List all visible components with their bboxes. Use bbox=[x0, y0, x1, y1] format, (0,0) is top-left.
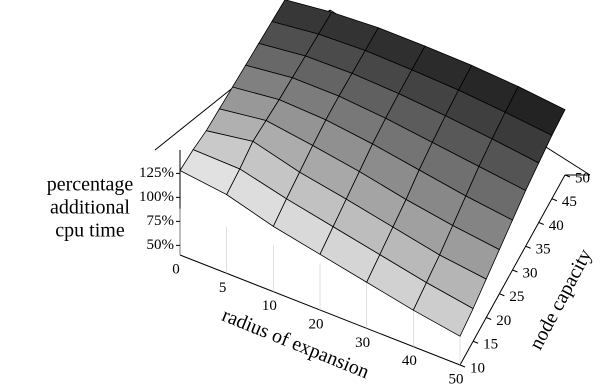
z-axis-title: additional bbox=[50, 197, 130, 219]
y-tick bbox=[538, 222, 544, 225]
x-tick-label: 0 bbox=[172, 261, 180, 277]
x-tick-label: 5 bbox=[219, 280, 227, 296]
y-tick-label: 35 bbox=[536, 242, 551, 258]
x-tick-label: 30 bbox=[355, 335, 370, 351]
z-tick-label: 100% bbox=[139, 189, 174, 205]
y-tick bbox=[459, 364, 466, 368]
surface-patch bbox=[412, 282, 474, 337]
z-tick-label: 125% bbox=[139, 165, 174, 181]
y-tick-label: 15 bbox=[483, 337, 498, 353]
x-axis-title: radius of expansion bbox=[219, 304, 372, 383]
x-tick-label: 50 bbox=[449, 371, 464, 387]
y-tick-label: 40 bbox=[549, 218, 564, 234]
y-tick-label: 10 bbox=[470, 360, 485, 376]
y-tick bbox=[512, 269, 518, 273]
y-tick bbox=[551, 198, 558, 202]
y-tick bbox=[499, 293, 505, 297]
y-tick bbox=[486, 317, 492, 320]
z-tick-label: 50% bbox=[147, 237, 175, 253]
y-tick bbox=[525, 245, 531, 249]
z-axis-title: cpu time bbox=[55, 220, 125, 242]
y-tick-label: 30 bbox=[523, 265, 538, 281]
y-axis-title: node capacity bbox=[525, 245, 596, 353]
z-tick-label: 75% bbox=[147, 213, 175, 229]
z-axis-title: percentage bbox=[47, 174, 134, 196]
y-tick-label: 50 bbox=[575, 170, 590, 186]
x-tick-label: 40 bbox=[402, 353, 417, 369]
y-tick-label: 25 bbox=[509, 289, 524, 305]
y-tick bbox=[564, 174, 571, 178]
x-tick-label: 20 bbox=[309, 316, 324, 332]
y-tick-label: 20 bbox=[496, 313, 511, 329]
y-tick-label: 45 bbox=[562, 194, 577, 210]
y-tick bbox=[472, 340, 479, 344]
x-tick-label: 10 bbox=[262, 298, 277, 314]
